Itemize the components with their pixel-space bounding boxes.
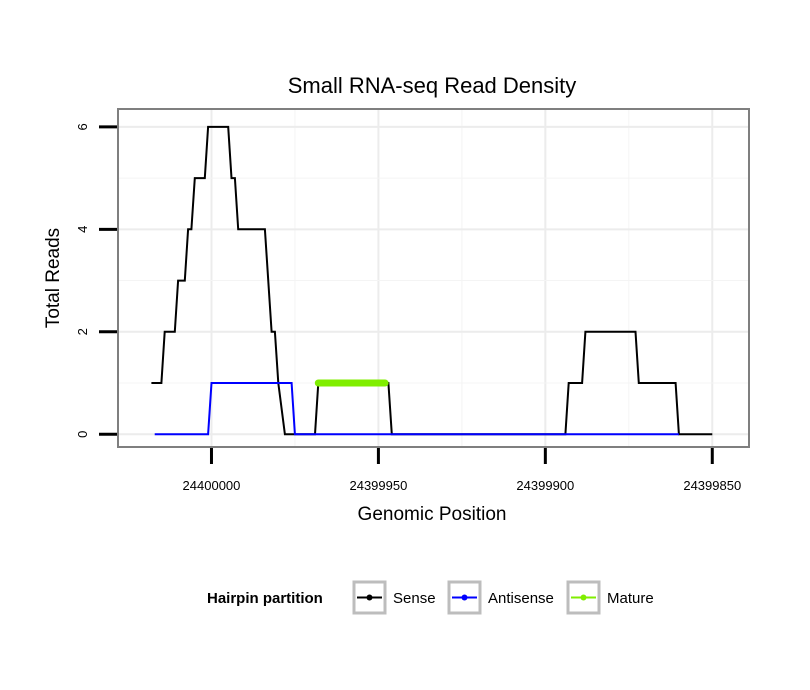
x-tick-label-1: 24399950	[349, 478, 407, 493]
y-tick-label-3: 6	[75, 123, 90, 130]
series-line-antisense	[154, 382, 679, 436]
axis-ticks: 24400000 24399950 24399900 24399850 0 2 4 6	[75, 123, 741, 493]
legend-title: Hairpin partition	[207, 590, 323, 607]
plot-panel-border	[117, 108, 750, 448]
series-line-sense	[151, 125, 713, 436]
y-tick-label-0: 0	[75, 431, 90, 438]
legend-label-antisense: Antisense	[488, 590, 554, 607]
x-axis-title: Genomic Position	[358, 504, 507, 525]
legend: Hairpin partition Sense Antisense Mature	[207, 580, 654, 615]
y-tick-label-2: 4	[75, 226, 90, 233]
x-tick-label-0: 24400000	[183, 478, 241, 493]
legend-label-sense: Sense	[393, 590, 436, 607]
legend-swatch-dot-sense	[366, 594, 373, 601]
legend-item-antisense: Antisense	[447, 580, 554, 615]
legend-swatch-dot-mature	[580, 594, 587, 601]
y-tick-label-1: 2	[75, 328, 90, 335]
series-layer	[151, 125, 713, 436]
legend-item-sense: Sense	[352, 580, 436, 615]
legend-label-mature: Mature	[607, 590, 654, 607]
chart-title: Small RNA-seq Read Density	[288, 73, 577, 98]
legend-swatch-dot-antisense	[461, 594, 468, 601]
legend-item-mature: Mature	[566, 580, 654, 615]
x-tick-label-3: 24399850	[683, 478, 741, 493]
grid-lines	[118, 109, 749, 447]
x-tick-label-2: 24399900	[516, 478, 574, 493]
y-axis-title: Total Reads	[43, 228, 64, 328]
